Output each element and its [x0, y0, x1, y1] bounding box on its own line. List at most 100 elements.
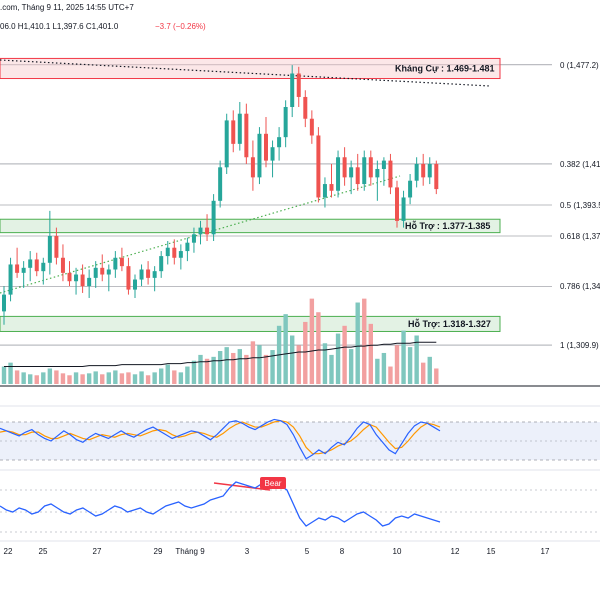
volume-bar: [250, 341, 256, 384]
volume-bar: [106, 372, 111, 384]
volume-bar: [86, 373, 92, 384]
candle: [60, 244, 65, 282]
volume-bar: [296, 345, 301, 384]
osc-bear-divergence: [213, 482, 271, 491]
candle: [41, 257, 46, 285]
volume-bar: [257, 345, 262, 384]
x-tick-label-10: 15: [487, 547, 496, 556]
volume-bar: [211, 356, 216, 384]
volume-bar: [28, 374, 33, 384]
volume-bar: [290, 335, 295, 384]
candle: [395, 180, 399, 228]
volume-bar: [204, 358, 210, 384]
candle: [185, 237, 190, 262]
candle: [93, 261, 98, 288]
candle: [119, 247, 124, 272]
candle: [218, 160, 223, 208]
volume-bar: [191, 360, 197, 384]
volume-bar: [132, 374, 138, 384]
candle: [159, 251, 164, 278]
fib-label-3: 0.618 (1,37: [560, 232, 600, 241]
candle: [172, 239, 177, 265]
volume-bar: [217, 351, 223, 384]
volume-bar: [316, 312, 321, 384]
volume-bar: [21, 372, 26, 384]
volume-bar: [322, 343, 328, 384]
candle: [87, 269, 92, 298]
volume-bar: [388, 366, 393, 384]
candle: [231, 110, 236, 153]
volume-bar: [145, 375, 151, 384]
candle: [126, 257, 131, 295]
x-tick-label-8: 10: [393, 547, 402, 556]
volume-bar: [126, 372, 131, 384]
volume-bar: [407, 347, 413, 384]
support-label-2: Hỗ Trợ: 1.318-1.327: [408, 319, 491, 329]
fib-levels: 0 (1,477.2) 0.382 (1,41 0.5 (1,393.5 0.618 …: [0, 61, 600, 350]
resistance-zone: [0, 57, 501, 80]
volume-bar: [1, 366, 7, 384]
candle: [257, 127, 262, 185]
volume-bar: [100, 374, 105, 384]
fib-label-5: 1 (1,309.9): [560, 341, 599, 350]
candle: [74, 267, 79, 295]
volume-bar: [263, 354, 269, 384]
x-tick-label-5: 3: [245, 547, 250, 556]
volume-bar: [237, 349, 242, 384]
candle: [316, 127, 321, 203]
fib-label-0: 0 (1,477.2): [560, 61, 599, 70]
volume-bar: [421, 362, 426, 384]
candle: [264, 117, 268, 168]
volume-bar: [394, 345, 400, 384]
volume-bar: [283, 314, 288, 384]
candle: [178, 244, 183, 270]
volume-bar: [60, 373, 66, 384]
resistance-trendline: [0, 59, 491, 87]
candle: [191, 227, 196, 253]
candle: [349, 160, 354, 195]
candle: [342, 147, 347, 186]
support-zone-1: [0, 218, 501, 234]
volume-bar: [303, 321, 308, 384]
volume-bar: [119, 373, 125, 384]
candle: [309, 110, 314, 144]
volume-bar: [427, 356, 432, 384]
volume-bar: [47, 368, 53, 384]
fib-label-2: 0.5 (1,393.5: [560, 201, 600, 210]
fib-label-4: 0.786 (1,34: [560, 282, 600, 291]
candle: [290, 65, 295, 118]
volume-bar: [198, 354, 203, 384]
stoch-d-line: [0, 420, 441, 455]
fib-label-1: 0.382 (1,41: [560, 160, 600, 169]
candle: [329, 163, 334, 198]
candle: [283, 100, 288, 148]
candle: [381, 157, 386, 186]
bear-badge: [260, 477, 286, 489]
candle: [28, 251, 33, 282]
candle: [47, 210, 52, 275]
volume-bar: [34, 375, 39, 384]
x-tick-label-7: 8: [340, 547, 345, 556]
candle: [375, 160, 380, 201]
candle: [401, 190, 406, 228]
volume-bar: [14, 370, 20, 384]
volume-bar: [348, 349, 354, 384]
candle: [244, 103, 249, 164]
candle: [368, 150, 373, 186]
volume-bar: [414, 335, 419, 384]
chart-header: .com, Tháng 9 11, 2025 14:55 UTC+7: [0, 3, 134, 12]
volume-bar: [270, 350, 275, 384]
resistance-label: Kháng Cự : 1.469-1.481: [395, 63, 495, 73]
candle: [434, 160, 439, 195]
x-tick-label-0: 22: [4, 547, 13, 556]
volume-bar: [362, 298, 367, 384]
candle: [388, 153, 393, 195]
support-zone-2: [0, 315, 501, 332]
volume-ma-line: [4, 341, 437, 368]
volume-bar: [73, 372, 79, 384]
zones: Kháng Cự : 1.469-1.481 Hỗ Trợ : 1.377-1.…: [0, 57, 501, 332]
x-axis: 22 25 27 29 Tháng 9 3 5 8 10 12 15 17: [4, 547, 550, 556]
candle: [414, 157, 419, 188]
volume-bar: [80, 374, 85, 384]
